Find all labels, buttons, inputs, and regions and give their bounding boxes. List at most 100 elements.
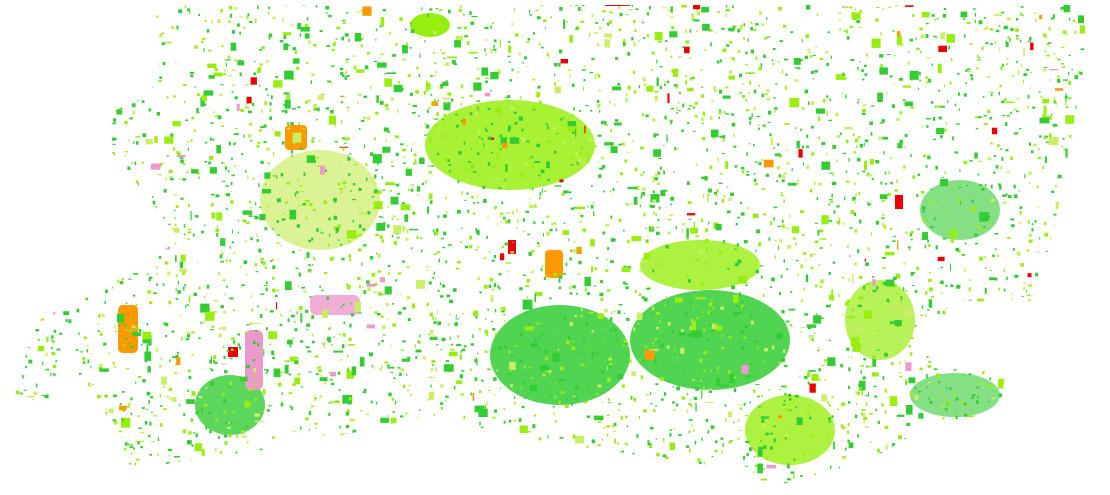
speckle — [182, 286, 185, 291]
speckle — [983, 115, 987, 117]
speckle — [176, 2, 180, 4]
speckle — [841, 402, 846, 406]
speckle — [702, 386, 705, 389]
speckle — [52, 364, 57, 369]
speckle — [590, 204, 594, 209]
speckle — [36, 444, 40, 448]
speckle — [910, 106, 914, 109]
speckle — [549, 395, 552, 398]
speckle — [266, 370, 269, 372]
speckle — [484, 329, 488, 333]
speckle — [250, 77, 257, 85]
speckle — [581, 69, 586, 71]
speckle — [254, 263, 257, 267]
speckle — [9, 459, 11, 462]
speckle — [749, 120, 751, 125]
speckle — [867, 247, 870, 252]
speckle — [1079, 25, 1085, 34]
speckle — [903, 165, 906, 169]
speckle — [485, 77, 489, 79]
speckle — [782, 219, 784, 223]
speckle — [579, 458, 582, 462]
speckle — [160, 358, 163, 360]
speckle — [536, 16, 541, 20]
speckle — [525, 210, 530, 213]
speckle — [518, 116, 523, 121]
speckle — [347, 367, 350, 370]
speckle — [244, 483, 252, 486]
speckle — [272, 128, 274, 130]
speckle — [928, 243, 931, 247]
speckle — [1077, 143, 1085, 154]
speckle — [46, 336, 49, 343]
speckle — [153, 415, 157, 417]
speckle — [531, 377, 534, 380]
speckle — [988, 384, 994, 388]
speckle — [350, 190, 352, 193]
speckle — [638, 293, 642, 297]
speckle — [581, 350, 583, 353]
speckle — [320, 93, 325, 95]
speckle — [702, 23, 710, 31]
speckle — [25, 346, 30, 348]
speckle — [477, 2, 480, 3]
speckle — [163, 385, 166, 388]
speckle — [369, 256, 374, 260]
speckle — [141, 100, 145, 103]
speckle — [1081, 161, 1085, 163]
speckle — [97, 22, 99, 25]
speckle — [96, 116, 99, 120]
speckle — [246, 324, 250, 326]
speckle — [118, 2, 122, 4]
speckle — [673, 68, 679, 77]
speckle — [311, 340, 314, 344]
speckle — [450, 348, 455, 351]
speckle — [262, 408, 264, 411]
speckle — [704, 228, 709, 232]
speckle — [245, 170, 247, 173]
speckle — [228, 55, 230, 59]
speckle — [1018, 190, 1021, 192]
speckle — [406, 266, 410, 268]
patch — [118, 305, 138, 353]
speckle — [526, 41, 529, 44]
speckle — [428, 107, 431, 109]
speckle — [654, 95, 658, 101]
speckle — [734, 262, 739, 267]
speckle — [641, 296, 645, 299]
speckle — [57, 415, 66, 417]
speckle — [631, 5, 633, 7]
speckle — [396, 437, 401, 440]
speckle — [46, 409, 50, 413]
speckle — [328, 412, 331, 417]
speckle — [722, 138, 725, 143]
speckle — [922, 218, 926, 222]
speckle — [852, 11, 855, 15]
speckle — [33, 128, 36, 130]
speckle — [443, 214, 447, 218]
speckle — [325, 12, 329, 14]
speckle — [745, 51, 748, 55]
speckle — [260, 314, 263, 318]
speckle — [495, 177, 500, 180]
speckle — [1066, 382, 1070, 386]
speckle — [608, 362, 613, 365]
speckle — [151, 411, 153, 413]
speckle — [14, 281, 17, 286]
speckle — [1035, 272, 1039, 277]
speckle — [391, 479, 395, 482]
speckle — [209, 429, 212, 434]
speckle — [440, 237, 445, 240]
speckle — [610, 91, 613, 93]
speckle — [398, 1, 400, 5]
speckle — [535, 9, 539, 12]
speckle — [560, 366, 564, 371]
speckle — [284, 364, 289, 374]
speckle — [1010, 111, 1012, 115]
speckle — [768, 237, 771, 241]
speckle — [687, 201, 692, 205]
speckle — [100, 214, 104, 218]
speckle — [827, 31, 830, 34]
speckle — [26, 332, 29, 334]
speckle — [628, 9, 633, 11]
